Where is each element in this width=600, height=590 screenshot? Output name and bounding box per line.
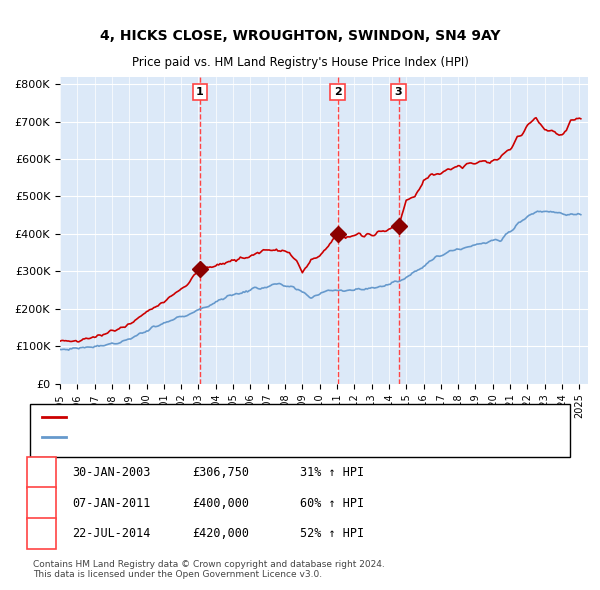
Text: £420,000: £420,000 bbox=[192, 527, 249, 540]
Text: 1: 1 bbox=[196, 87, 204, 97]
Text: 60% ↑ HPI: 60% ↑ HPI bbox=[300, 497, 364, 510]
Text: 3: 3 bbox=[395, 87, 403, 97]
Text: 4, HICKS CLOSE, WROUGHTON, SWINDON, SN4 9AY (detached house): 4, HICKS CLOSE, WROUGHTON, SWINDON, SN4 … bbox=[72, 412, 435, 422]
Text: 3: 3 bbox=[38, 529, 45, 539]
Text: 2: 2 bbox=[38, 499, 45, 508]
Text: 31% ↑ HPI: 31% ↑ HPI bbox=[300, 466, 364, 479]
Text: £400,000: £400,000 bbox=[192, 497, 249, 510]
Text: This data is licensed under the Open Government Licence v3.0.: This data is licensed under the Open Gov… bbox=[33, 571, 322, 579]
Text: 22-JUL-2014: 22-JUL-2014 bbox=[72, 527, 151, 540]
Text: 52% ↑ HPI: 52% ↑ HPI bbox=[300, 527, 364, 540]
Text: Price paid vs. HM Land Registry's House Price Index (HPI): Price paid vs. HM Land Registry's House … bbox=[131, 56, 469, 69]
Text: HPI: Average price, detached house, Swindon: HPI: Average price, detached house, Swin… bbox=[72, 432, 309, 441]
Text: 4, HICKS CLOSE, WROUGHTON, SWINDON, SN4 9AY: 4, HICKS CLOSE, WROUGHTON, SWINDON, SN4 … bbox=[100, 30, 500, 44]
Text: 1: 1 bbox=[38, 468, 45, 477]
Text: Contains HM Land Registry data © Crown copyright and database right 2024.: Contains HM Land Registry data © Crown c… bbox=[33, 560, 385, 569]
Text: 2: 2 bbox=[334, 87, 341, 97]
Text: 07-JAN-2011: 07-JAN-2011 bbox=[72, 497, 151, 510]
Text: 30-JAN-2003: 30-JAN-2003 bbox=[72, 466, 151, 479]
Text: £306,750: £306,750 bbox=[192, 466, 249, 479]
